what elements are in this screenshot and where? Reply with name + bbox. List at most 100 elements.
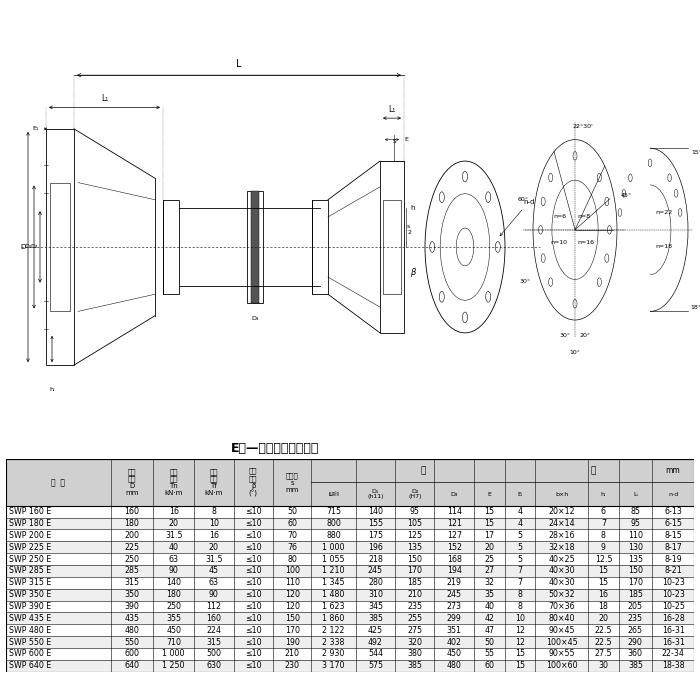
- Text: 250: 250: [125, 555, 139, 564]
- Text: 600: 600: [125, 649, 139, 658]
- Text: β: β: [410, 268, 415, 277]
- Text: 6-15: 6-15: [664, 519, 682, 528]
- Text: Lᵐᴵⁿ: Lᵐᴵⁿ: [328, 491, 339, 497]
- Text: 125: 125: [407, 531, 422, 540]
- Text: 50: 50: [287, 507, 298, 516]
- Text: SWP 350 E: SWP 350 E: [9, 590, 51, 599]
- Text: 轴承
折角
β
(°): 轴承 折角 β (°): [248, 468, 258, 497]
- Text: 500: 500: [206, 649, 221, 658]
- Text: 385: 385: [368, 614, 383, 623]
- Text: s
2: s 2: [407, 224, 411, 235]
- Text: D₁: D₁: [25, 244, 32, 250]
- Text: 15°: 15°: [691, 150, 700, 155]
- Text: Eᵢ: Eᵢ: [518, 491, 523, 497]
- Bar: [50, 182, 70, 311]
- Text: 225: 225: [125, 543, 139, 551]
- Bar: [6, 659, 694, 672]
- Text: 60: 60: [287, 519, 298, 528]
- Text: 1 480: 1 480: [323, 590, 345, 599]
- Text: s: s: [392, 138, 396, 144]
- Text: 550: 550: [125, 637, 139, 647]
- Text: SWP 285 E: SWP 285 E: [9, 566, 51, 575]
- Text: SWP 640 E: SWP 640 E: [9, 662, 51, 670]
- Text: 60°: 60°: [517, 197, 528, 202]
- Text: 63: 63: [209, 578, 219, 587]
- Text: E₁: E₁: [33, 126, 39, 132]
- Text: 250: 250: [166, 602, 181, 611]
- Bar: [6, 636, 694, 648]
- Text: 715: 715: [326, 507, 341, 516]
- Text: 170: 170: [407, 566, 422, 575]
- Text: 22°30': 22°30': [573, 124, 594, 129]
- Text: 40×30: 40×30: [548, 578, 575, 587]
- Text: 15: 15: [598, 578, 608, 587]
- Text: 280: 280: [368, 578, 383, 587]
- Text: 385: 385: [407, 662, 422, 670]
- Text: 140: 140: [368, 507, 383, 516]
- Text: 245: 245: [447, 590, 461, 599]
- Text: n=22: n=22: [655, 210, 672, 215]
- Text: ≤10: ≤10: [245, 649, 262, 658]
- Text: 15: 15: [484, 507, 494, 516]
- Text: 140: 140: [166, 578, 181, 587]
- Text: n-d: n-d: [668, 491, 678, 497]
- Text: 255: 255: [407, 614, 422, 623]
- Text: SWP 550 E: SWP 550 E: [9, 637, 51, 647]
- Text: mm: mm: [666, 466, 680, 475]
- Text: 120: 120: [285, 602, 300, 611]
- Text: 10-23: 10-23: [662, 590, 685, 599]
- Text: 205: 205: [628, 602, 643, 611]
- Text: 6: 6: [601, 507, 606, 516]
- Text: 22-34: 22-34: [662, 649, 685, 658]
- Text: 150: 150: [285, 614, 300, 623]
- Text: 880: 880: [326, 531, 341, 540]
- Text: hᵢ: hᵢ: [601, 491, 606, 497]
- Text: 200: 200: [125, 531, 139, 540]
- Bar: [383, 200, 401, 294]
- Text: 45: 45: [209, 566, 219, 575]
- Text: 10°: 10°: [570, 350, 580, 355]
- Text: 710: 710: [166, 637, 181, 647]
- Text: 194: 194: [447, 566, 461, 575]
- Text: 120: 120: [285, 590, 300, 599]
- Text: 100×60: 100×60: [546, 662, 578, 670]
- Text: 1 860: 1 860: [323, 614, 345, 623]
- Text: 回转
直径
D
mm: 回转 直径 D mm: [125, 468, 139, 497]
- Text: 351: 351: [447, 626, 461, 634]
- Text: 16-31: 16-31: [662, 637, 685, 647]
- Text: SWP 390 E: SWP 390 E: [9, 602, 51, 611]
- Text: 196: 196: [368, 543, 383, 551]
- Text: 315: 315: [206, 637, 221, 647]
- Text: 425: 425: [368, 626, 383, 634]
- Text: hᵢ: hᵢ: [50, 387, 55, 392]
- Text: ≤10: ≤10: [245, 531, 262, 540]
- Text: 180: 180: [167, 590, 181, 599]
- Text: 40: 40: [169, 543, 178, 551]
- Text: 31.5: 31.5: [205, 555, 223, 564]
- Text: 2 122: 2 122: [322, 626, 345, 634]
- Text: 100×45: 100×45: [546, 637, 578, 647]
- Text: n=6: n=6: [554, 215, 567, 219]
- Text: 185: 185: [407, 578, 422, 587]
- Text: 100: 100: [285, 566, 300, 575]
- Text: ≤10: ≤10: [245, 637, 262, 647]
- Text: 4: 4: [518, 507, 523, 516]
- Text: 8: 8: [518, 590, 523, 599]
- Text: ≤10: ≤10: [245, 590, 262, 599]
- Text: SWP 600 E: SWP 600 E: [9, 649, 51, 658]
- Text: 105: 105: [407, 519, 422, 528]
- Text: n=10: n=10: [550, 240, 567, 245]
- Text: 20°: 20°: [580, 333, 591, 338]
- Text: 42: 42: [484, 614, 494, 623]
- Bar: [6, 459, 694, 506]
- Text: 2 338: 2 338: [323, 637, 345, 647]
- Text: ≤10: ≤10: [245, 566, 262, 575]
- Text: 47: 47: [484, 626, 494, 634]
- Text: 型  号: 型 号: [51, 478, 65, 487]
- Text: h: h: [410, 205, 414, 211]
- Text: 12.5: 12.5: [594, 555, 612, 564]
- Text: 55: 55: [484, 649, 494, 658]
- Text: E: E: [404, 137, 408, 142]
- Text: ≤10: ≤10: [245, 507, 262, 516]
- Text: 1 250: 1 250: [162, 662, 185, 670]
